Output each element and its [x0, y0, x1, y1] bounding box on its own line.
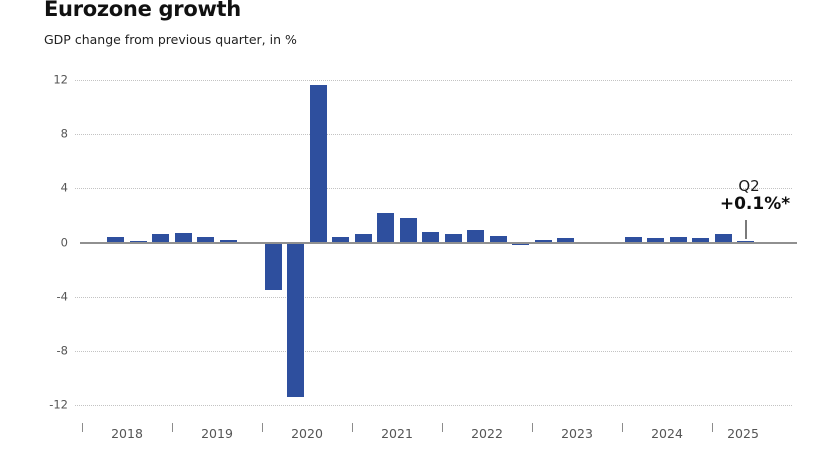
- chart-title: Eurozone growth: [44, 0, 241, 21]
- annotation-pointer-line: [745, 220, 747, 239]
- bar-2025-Q1: [714, 234, 732, 243]
- gridline: [75, 188, 792, 190]
- bar-2018-Q4: [152, 234, 170, 243]
- bar-2018-Q2: [107, 237, 125, 243]
- bar-2020-Q3: [309, 84, 327, 243]
- bar-2019-Q2: [197, 237, 215, 243]
- bar-2024-Q2: [647, 238, 665, 243]
- bar-2022-Q4: [512, 243, 530, 245]
- gridline: [75, 405, 792, 407]
- year-label-2025: 2025: [727, 426, 759, 441]
- bar-2020-Q4: [332, 237, 350, 243]
- bar-2019-Q1: [174, 232, 192, 243]
- y-tick-label: 0: [60, 234, 68, 249]
- bar-2018-Q3: [129, 241, 147, 243]
- year-label-2021: 2021: [381, 426, 413, 441]
- x-tick: [82, 423, 83, 432]
- y-tick-label: 4: [60, 180, 68, 195]
- chart-subtitle: GDP change from previous quarter, in %: [44, 32, 297, 47]
- zero-axis-line: [80, 241, 797, 244]
- year-label-2023: 2023: [561, 426, 593, 441]
- bar-2020-Q2: [287, 243, 305, 397]
- bar-2024-Q3: [669, 237, 687, 243]
- bar-2021-Q1: [354, 234, 372, 243]
- bar-2021-Q2: [377, 212, 395, 243]
- gridline: [75, 79, 792, 81]
- bar-2020-Q1: [264, 243, 282, 290]
- year-label-2018: 2018: [111, 426, 143, 441]
- bar-2023-Q2: [557, 238, 575, 243]
- y-tick-label: 12: [53, 71, 68, 86]
- bar-2023-Q1: [534, 239, 552, 243]
- y-tick-label: -8: [56, 343, 68, 358]
- x-tick: [712, 423, 713, 432]
- x-tick: [622, 423, 623, 432]
- year-label-2024: 2024: [651, 426, 683, 441]
- bar-2022-Q3: [489, 235, 507, 243]
- year-label-2022: 2022: [471, 426, 503, 441]
- gridline: [75, 133, 792, 135]
- annotation-quarter-label: Q2: [738, 177, 760, 195]
- bar-2022-Q2: [467, 230, 485, 243]
- bar-2024-Q4: [692, 238, 710, 243]
- x-tick: [352, 423, 353, 432]
- bar-2022-Q1: [444, 234, 462, 243]
- y-tick-label: 8: [60, 126, 68, 141]
- bar-2021-Q3: [399, 218, 417, 243]
- x-tick: [442, 423, 443, 432]
- bar-2021-Q4: [422, 231, 440, 243]
- bar-2025-Q2: [737, 241, 755, 243]
- x-tick: [532, 423, 533, 432]
- annotation-value-label: +0.1%*: [719, 194, 791, 214]
- y-tick-label: -12: [49, 397, 68, 412]
- bar-2024-Q1: [624, 237, 642, 243]
- gridline: [75, 296, 792, 298]
- year-label-2019: 2019: [201, 426, 233, 441]
- x-tick: [172, 423, 173, 432]
- year-label-2020: 2020: [291, 426, 323, 441]
- y-tick-label: -4: [56, 289, 68, 304]
- gridline: [75, 351, 792, 353]
- bar-2019-Q3: [219, 239, 237, 243]
- x-tick: [262, 423, 263, 432]
